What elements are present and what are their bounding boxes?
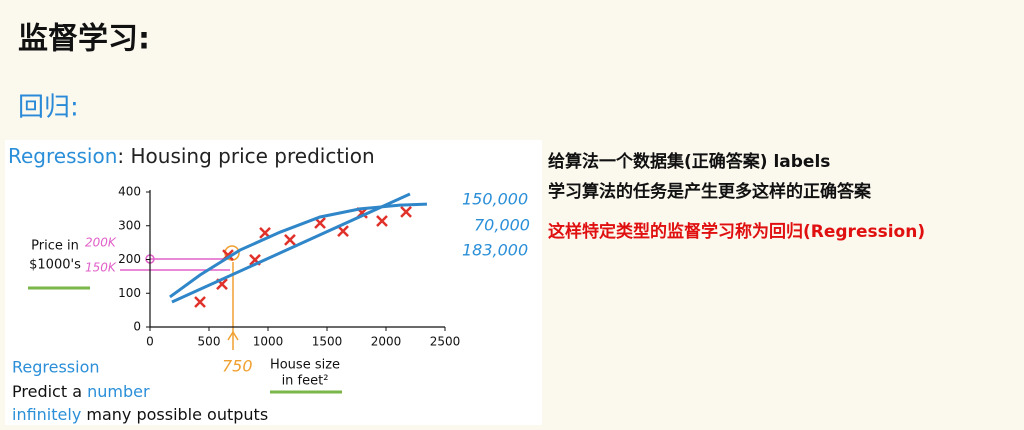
- data-point: [194, 296, 206, 308]
- data-point: [376, 215, 388, 227]
- x-tick-label: 500: [198, 335, 221, 349]
- x-tick-label: 0: [146, 335, 154, 349]
- annotation-arrow: [227, 330, 239, 341]
- footer-heading: Regression: [12, 358, 100, 377]
- footer-highlight: number: [87, 382, 150, 401]
- footer-text: many possible outputs: [81, 405, 268, 424]
- note-subtitle: 回归:: [18, 93, 79, 123]
- y-label: Price in: [31, 239, 79, 254]
- footer-text: Predict a: [12, 382, 87, 401]
- y-label: $1000's: [29, 258, 81, 273]
- footer-line: infinitely many possible outputs: [12, 405, 268, 424]
- y-tick-label: 200: [118, 252, 141, 266]
- note-line: 给算法一个数据集(正确答案) labels: [548, 151, 830, 172]
- note-line: 这样特定类型的监督学习称为回归(Regression): [548, 221, 925, 242]
- title-highlight: Regression: [8, 144, 117, 168]
- price-note: 183,000: [462, 241, 528, 260]
- note-line: 学习算法的任务是产生更多这样的正确答案: [548, 181, 872, 202]
- data-point: [284, 234, 296, 246]
- title-rest: : Housing price prediction: [117, 144, 374, 168]
- price-note: 150,000: [462, 190, 528, 209]
- fit-line: [171, 192, 411, 304]
- x-tick-label: 1500: [312, 335, 343, 349]
- note-title: 监督学习:: [18, 22, 150, 57]
- x-tick-label: 2500: [430, 335, 461, 349]
- x-label: House size: [270, 358, 340, 373]
- price-note: 70,000: [474, 216, 530, 235]
- footer-line: Predict a number: [12, 382, 150, 401]
- x-tick-label: 2000: [371, 335, 402, 349]
- y-tick-label: 400: [118, 185, 141, 199]
- fit-line: [169, 202, 428, 299]
- footer-highlight: infinitely: [12, 405, 81, 424]
- y-tick-label: 100: [118, 286, 141, 300]
- y-tick-label: 300: [118, 218, 141, 232]
- annotation: 200K: [85, 236, 117, 250]
- x-tick-label: 1000: [253, 335, 284, 349]
- annotation: 750: [222, 357, 253, 376]
- x-label: in feet²: [282, 374, 329, 389]
- chart-title: Regression: Housing price prediction: [8, 144, 375, 168]
- slide: [5, 140, 542, 425]
- data-point: [400, 206, 412, 218]
- annotation: 150K: [85, 261, 117, 275]
- y-tick-label: 0: [133, 320, 141, 334]
- data-point: [337, 225, 349, 238]
